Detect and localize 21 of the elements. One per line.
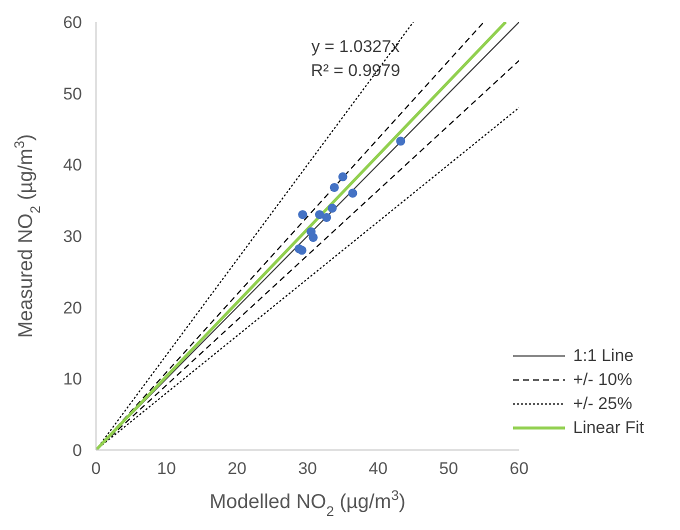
legend-label: +/- 10% (573, 370, 632, 390)
y-tick-label: 0 (72, 441, 82, 460)
y-tick-label: 50 (63, 84, 82, 104)
y-tick-label: 60 (63, 13, 82, 32)
y-tick-label: 10 (63, 370, 82, 389)
x-tick-label: 10 (157, 459, 176, 478)
x-tick-label: 0 (91, 459, 101, 478)
y-tick-label: 40 (63, 156, 82, 175)
annotation: y = 1.0327x (311, 37, 400, 56)
y-tick-label: 20 (63, 298, 82, 318)
annotation: R² = 0.9979 (310, 61, 400, 80)
x-tick-label: 60 (510, 459, 529, 478)
legend-label: +/- 25% (573, 394, 632, 414)
x-tick-label: 50 (439, 459, 458, 478)
x-tick-label: 30 (298, 459, 318, 478)
y-tick-label: 30 (63, 227, 82, 246)
legend-label: 1:1 Line (573, 346, 634, 366)
x-tick-label: 40 (368, 459, 388, 478)
legend-label: Linear Fit (573, 418, 644, 438)
x-axis-title: Modelled NO$_{2}$ (µg/m$^{3}$) (210, 487, 406, 519)
x-tick-label: 20 (228, 459, 247, 478)
